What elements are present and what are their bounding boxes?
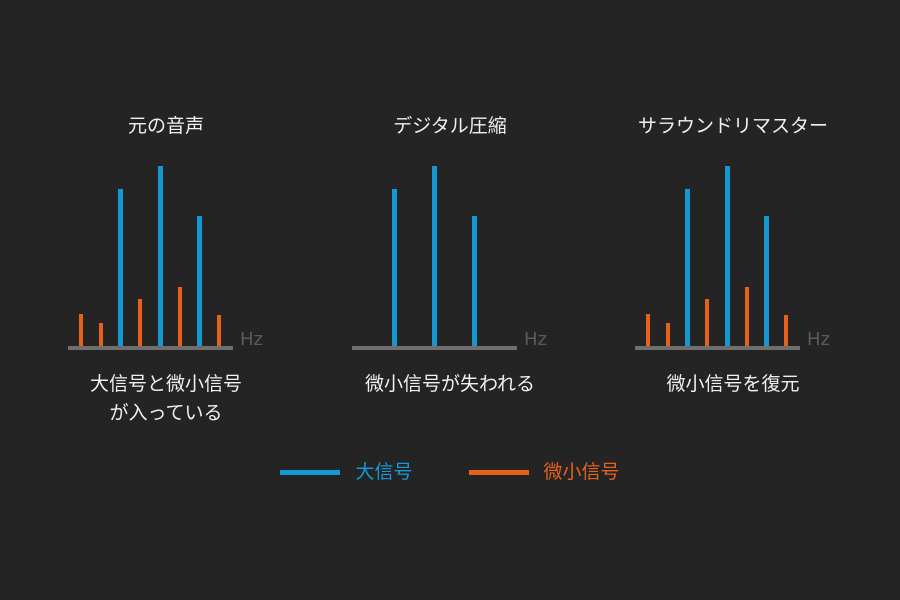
chart-panel-original-audio: 元の音声 Hz 大信号と微小信号 が入っている [68,112,264,442]
bar-small-signal [665,322,670,346]
bar-small-signal [98,322,103,346]
bar-small-signal [646,313,651,346]
chart-panel-digital-compression: デジタル圧縮 Hz 微小信号が失われる [352,112,548,442]
chart-title-surround-remaster: サラウンドリマスター [637,115,828,137]
x-axis-unit-label: Hz [807,329,830,350]
legend-label-large-signal: 大信号 [355,461,413,483]
bar-large-signal [432,166,437,346]
legend: 大信号 微小信号 [0,460,900,484]
bar-large-signal [392,189,398,346]
bar-small-signal [138,299,143,346]
bar-small-signal [79,313,84,346]
bar-small-signal [783,315,788,346]
bar-large-signal [196,216,202,346]
x-axis-unit-label: Hz [524,329,547,350]
bar-small-signal [744,286,749,346]
bar-large-signal [157,166,163,346]
x-axis-line [68,346,233,350]
bar-large-signal [724,166,730,346]
bar-large-signal [471,216,477,346]
chart-panel-surround-remaster: サラウンドリマスター Hz 微小信号を復元 [635,112,831,442]
chart-caption-original-audio: 大信号と微小信号 が入っている [89,373,242,424]
legend-item-small-signal: 微小信号 [468,460,620,484]
small-signal-swatch [468,469,529,475]
chart-caption-surround-remaster: 微小信号を復元 [666,373,800,395]
spectrum-plot-original-audio [68,166,233,346]
chart-caption-digital-compression: 微小信号が失われる [364,373,536,395]
spectrum-plot-digital-compression [352,166,517,346]
bar-large-signal [763,216,769,346]
bar-small-signal [705,299,710,346]
bar-small-signal [216,315,221,346]
chart-title-original-audio: 元の音声 [127,115,204,137]
x-axis-line [352,346,517,350]
bar-small-signal [177,286,182,346]
legend-item-large-signal: 大信号 [280,460,413,484]
x-axis-unit-label: Hz [240,329,263,350]
bar-large-signal [118,189,124,346]
x-axis-line [635,346,800,350]
legend-label-small-signal: 微小信号 [543,461,620,483]
large-signal-swatch [280,469,341,475]
spectrum-plot-surround-remaster [635,166,800,346]
chart-title-digital-compression: デジタル圧縮 [393,115,507,137]
bar-large-signal [685,189,691,346]
